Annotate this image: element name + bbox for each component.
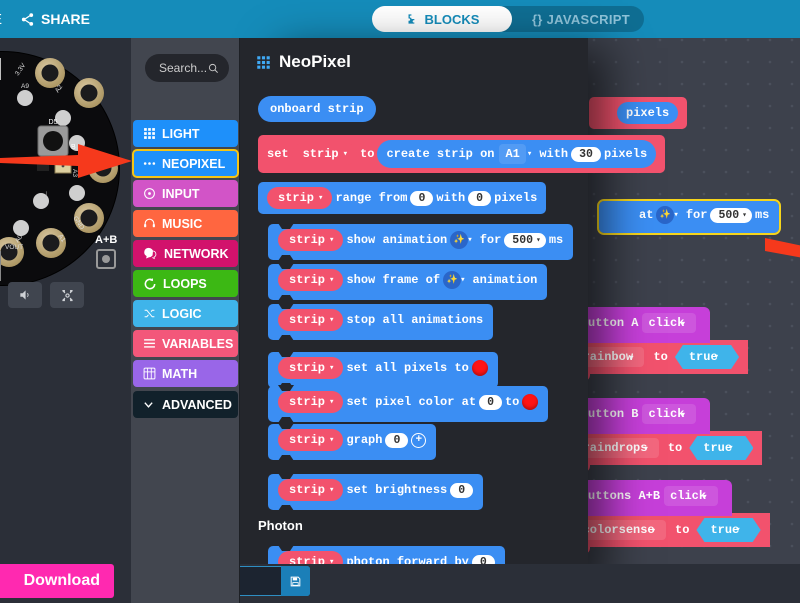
svg-text:♩: ♩ xyxy=(43,187,55,201)
svg-text:D5: D5 xyxy=(49,119,58,126)
svg-text:A9: A9 xyxy=(21,83,29,90)
svg-text:VOUT: VOUT xyxy=(5,244,23,251)
